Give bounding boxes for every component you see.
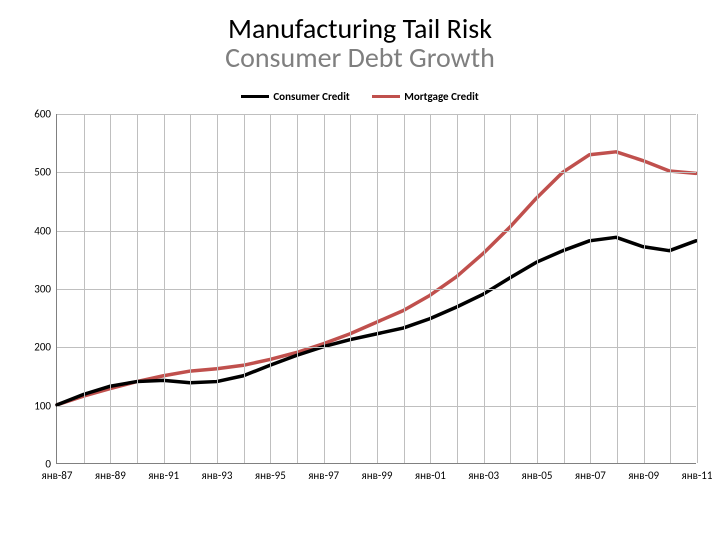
x-axis-label: янв-93 <box>202 469 233 482</box>
gridline-v <box>164 114 165 463</box>
y-axis-label: 400 <box>34 224 51 237</box>
gridline-v <box>377 114 378 463</box>
gridline-v-minor <box>404 114 405 463</box>
legend-swatch-mortgage <box>372 95 400 98</box>
x-axis-label: янв-89 <box>95 469 126 482</box>
gridline-v-minor <box>137 114 138 463</box>
gridline-v <box>430 114 431 463</box>
gridline-v <box>110 114 111 463</box>
x-axis-label: янв-05 <box>522 469 553 482</box>
y-axis-label: 200 <box>34 341 51 354</box>
title-line-1: Manufacturing Tail Risk <box>0 14 720 43</box>
y-axis-label: 100 <box>34 399 51 412</box>
gridline-v-minor <box>510 114 511 463</box>
legend: Consumer Credit Mortgage Credit <box>0 88 720 103</box>
gridline-v <box>697 114 698 463</box>
x-axis-label: янв-87 <box>42 469 73 482</box>
x-axis-label: янв-91 <box>148 469 179 482</box>
gridline-v <box>324 114 325 463</box>
x-axis-label: янв-09 <box>628 469 659 482</box>
gridline-v-minor <box>617 114 618 463</box>
gridline-v-minor <box>670 114 671 463</box>
legend-item-consumer: Consumer Credit <box>241 90 349 103</box>
legend-label-consumer: Consumer Credit <box>273 90 349 103</box>
gridline-v <box>270 114 271 463</box>
legend-label-mortgage: Mortgage Credit <box>404 90 478 103</box>
title-line-2: Consumer Debt Growth <box>0 43 720 72</box>
plot-wrap: 0100200300400500600янв-87янв-89янв-91янв… <box>56 114 696 486</box>
gridline-v <box>590 114 591 463</box>
gridline-v <box>537 114 538 463</box>
legend-swatch-consumer <box>241 95 269 98</box>
gridline-v <box>484 114 485 463</box>
gridline-v-minor <box>350 114 351 463</box>
x-axis-label: янв-99 <box>362 469 393 482</box>
gridline-v-minor <box>190 114 191 463</box>
title-block: Manufacturing Tail Risk Consumer Debt Gr… <box>0 14 720 73</box>
x-axis-label: янв-07 <box>575 469 606 482</box>
gridline-v <box>217 114 218 463</box>
gridline-v-minor <box>297 114 298 463</box>
gridline-v-minor <box>564 114 565 463</box>
x-axis-label: янв-97 <box>308 469 339 482</box>
y-axis-label: 300 <box>34 283 51 296</box>
gridline-v-minor <box>84 114 85 463</box>
gridline-v-minor <box>457 114 458 463</box>
plot-area: 0100200300400500600янв-87янв-89янв-91янв… <box>56 114 696 464</box>
y-axis-label: 600 <box>34 108 51 121</box>
x-axis-label: янв-03 <box>468 469 499 482</box>
y-axis-label: 500 <box>34 166 51 179</box>
x-axis-label: янв-11 <box>682 469 713 482</box>
gridline-v <box>644 114 645 463</box>
legend-item-mortgage: Mortgage Credit <box>372 90 478 103</box>
gridline-v-minor <box>244 114 245 463</box>
chart-page: Manufacturing Tail Risk Consumer Debt Gr… <box>0 0 720 540</box>
x-axis-label: янв-01 <box>415 469 446 482</box>
x-axis-label: янв-95 <box>255 469 286 482</box>
